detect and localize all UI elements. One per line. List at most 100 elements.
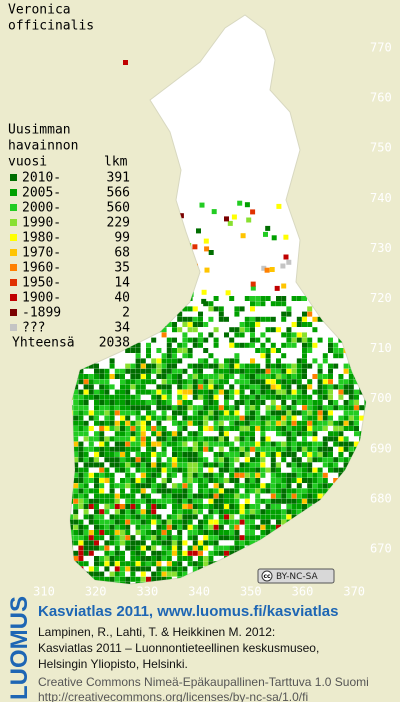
grid-cell (312, 556, 318, 561)
grid-cell (296, 550, 302, 556)
grid-cell (265, 363, 271, 369)
grid-cell (140, 472, 146, 478)
grid-cell (213, 374, 219, 379)
grid-cell (286, 259, 292, 265)
grid-cell (203, 519, 209, 525)
grid-cell (354, 530, 359, 535)
grid-cell (135, 316, 141, 322)
grid-cell (99, 446, 105, 452)
grid-cell (265, 410, 271, 416)
grid-cell (135, 374, 141, 379)
grid-cell (172, 363, 177, 369)
grid-cell (120, 462, 125, 468)
grid-cell (78, 426, 84, 431)
grid-cell (161, 316, 167, 322)
grid-cell (161, 540, 167, 546)
grid-cell (114, 576, 120, 582)
grid-cell (265, 426, 271, 431)
grid-cell (328, 524, 333, 530)
grid-cell (224, 571, 229, 577)
grid-cell (302, 332, 307, 338)
grid-cell (307, 400, 313, 405)
grid-cell (208, 576, 214, 582)
grid-cell (94, 576, 99, 582)
grid-cell (73, 306, 79, 312)
grid-cell (187, 337, 193, 343)
grid-cell (187, 452, 193, 457)
grid-cell (203, 348, 209, 353)
grid-cell (224, 488, 229, 494)
grid-cell (125, 420, 131, 426)
grid-cell (182, 576, 188, 582)
grid-cell (255, 545, 261, 551)
footer-headline: Kasviatlas 2011, www.luomus.fi/kasviatla… (38, 603, 339, 620)
grid-cell (83, 306, 89, 312)
grid-cell (104, 540, 110, 546)
grid-cell (99, 311, 105, 317)
grid-cell (78, 478, 84, 483)
grid-cell (343, 462, 349, 468)
grid-cell (99, 519, 105, 525)
grid-cell (291, 394, 297, 400)
grid-cell (177, 420, 183, 426)
grid-cell (135, 561, 141, 567)
grid-cell (192, 389, 198, 395)
grid-cell (151, 530, 157, 535)
grid-cell (244, 436, 250, 442)
grid-cell (338, 509, 344, 515)
observation-cells (70, 200, 366, 584)
grid-cell (94, 420, 99, 426)
grid-cell (322, 410, 328, 416)
grid-cell (88, 540, 94, 546)
grid-cell (70, 431, 73, 437)
grid-cell (364, 415, 366, 421)
grid-cell (198, 571, 203, 577)
grid-cell (302, 337, 307, 343)
grid-cell (135, 524, 141, 530)
grid-cell (151, 306, 157, 312)
grid-cell (94, 327, 99, 333)
grid-cell (99, 571, 105, 577)
grid-cell (317, 374, 323, 379)
grid-cell (78, 540, 84, 546)
grid-cell (218, 483, 224, 489)
grid-cell (156, 550, 162, 556)
grid-cell (104, 426, 110, 431)
grid-cell (151, 488, 157, 494)
grid-cell (296, 483, 302, 489)
grid-cell (307, 394, 313, 400)
grid-cell (260, 389, 266, 395)
grid-cell (130, 426, 136, 431)
grid-cell (181, 248, 187, 254)
grid-cell (213, 405, 219, 411)
grid-cell (302, 472, 307, 478)
grid-cell (286, 556, 292, 561)
grid-cell (270, 452, 276, 457)
grid-cell (156, 358, 162, 364)
grid-cell (260, 462, 266, 468)
grid-cell (260, 483, 266, 489)
grid-cell (354, 498, 359, 504)
x-grid-label: 330 (137, 585, 159, 599)
grid-cell (265, 530, 271, 535)
grid-cell (135, 467, 141, 473)
grid-cell (218, 472, 224, 478)
grid-cell (354, 524, 359, 530)
grid-cell (73, 431, 79, 437)
grid-cell (291, 467, 297, 473)
x-grid-label: 320 (85, 585, 107, 599)
grid-cell (99, 561, 105, 567)
grid-cell (135, 452, 141, 457)
grid-cell (291, 426, 297, 431)
grid-cell (140, 498, 146, 504)
grid-cell (338, 530, 344, 535)
grid-cell (218, 545, 224, 551)
grid-cell (364, 566, 366, 572)
grid-cell (104, 519, 110, 525)
grid-cell (234, 582, 240, 584)
grid-cell (70, 566, 73, 572)
grid-cell (265, 498, 271, 504)
grid-cell (291, 379, 297, 385)
grid-cell (348, 504, 354, 509)
grid-cell (291, 420, 297, 426)
